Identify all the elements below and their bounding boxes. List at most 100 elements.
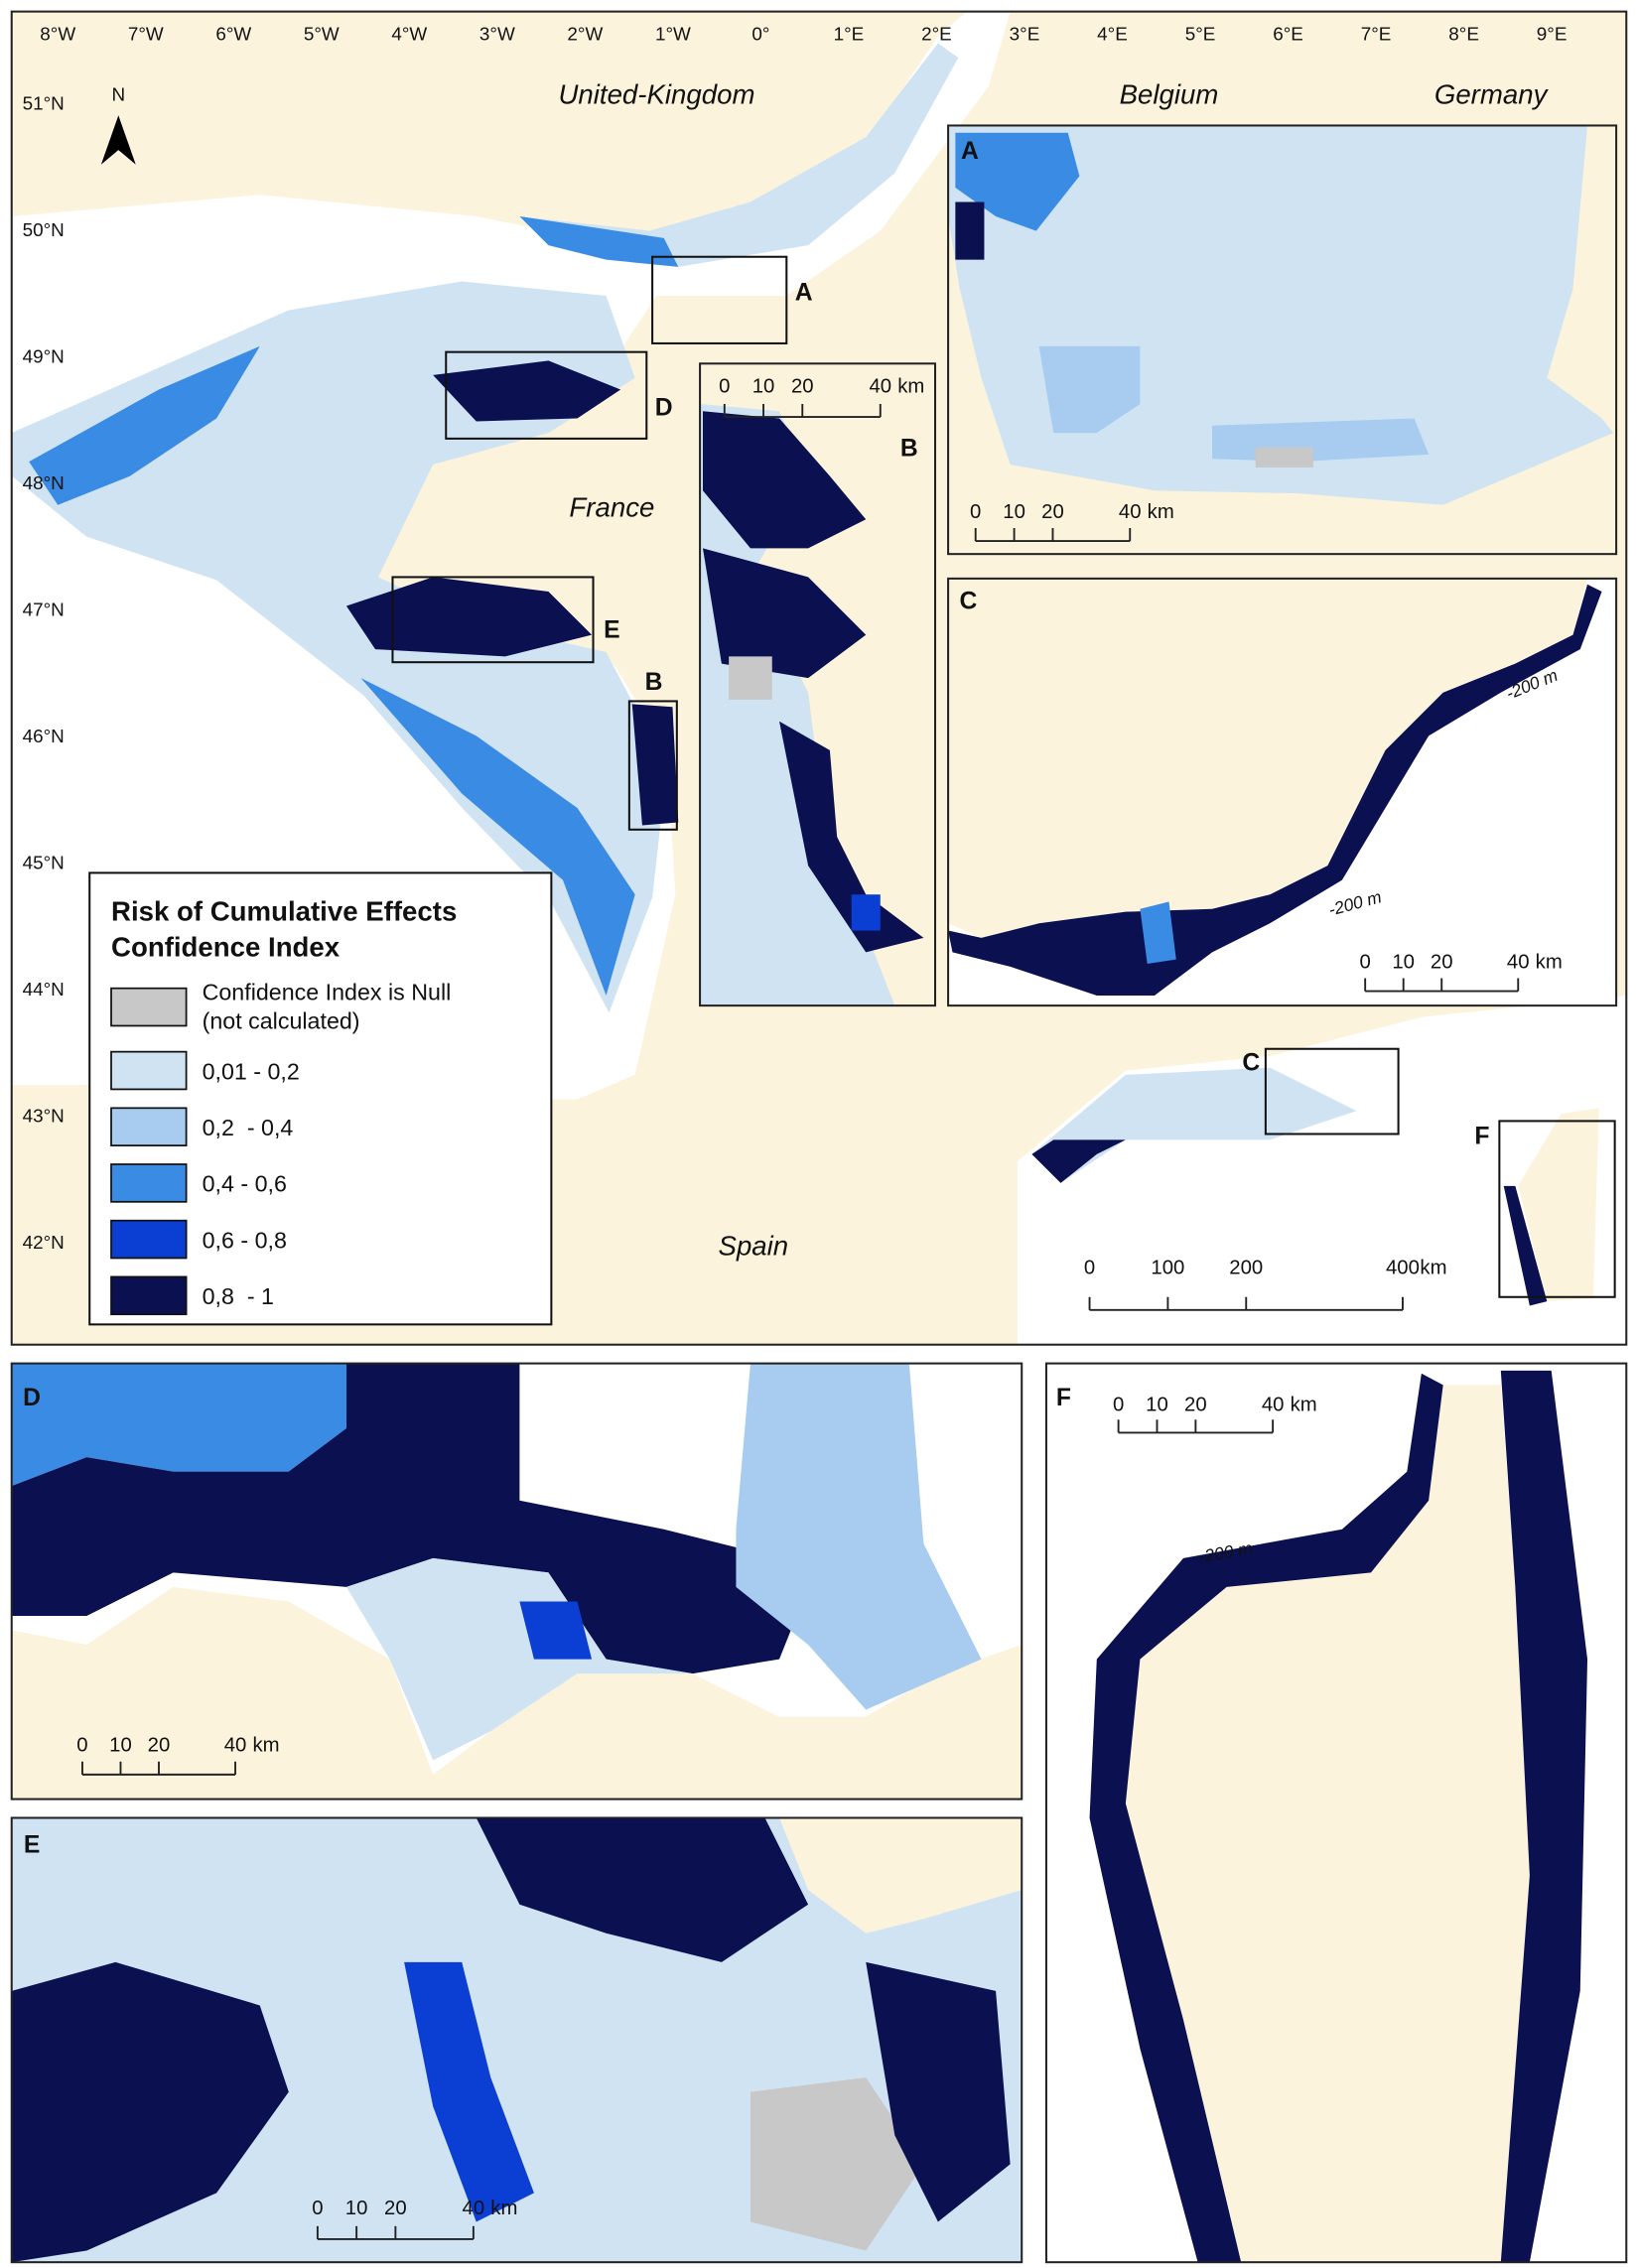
scale-label: 200: [1229, 1257, 1263, 1278]
scale-label: 20: [791, 375, 814, 397]
atlantic-sea: [11, 11, 1011, 1100]
legend-label: 0,4 - 0,6: [203, 1171, 287, 1197]
longitude-label: 5°W: [304, 25, 340, 46]
scale-label: 10: [1146, 1395, 1168, 1416]
corsica: [1518, 1108, 1599, 1302]
inset-frame: [1044, 1362, 1628, 2264]
inset-letter: B: [900, 435, 918, 462]
inset-frame: [947, 124, 1618, 556]
sea-area: [1212, 418, 1430, 463]
sea-area: [476, 1817, 809, 1962]
inset-box-a: [651, 255, 788, 344]
latitude-label: 50°N: [23, 220, 65, 241]
gironde-coast: [631, 704, 679, 826]
inset-marker: F: [1474, 1124, 1489, 1150]
sea-area: [702, 548, 867, 679]
inset-marker: D: [655, 395, 673, 422]
inset-marker: A: [795, 279, 813, 306]
latitude-label: 44°N: [23, 980, 65, 1001]
coast-band: [948, 584, 1602, 996]
north-label: N: [111, 85, 125, 106]
latitude-label: 42°N: [23, 1233, 65, 1254]
inset-letter: E: [24, 1831, 40, 1858]
inset-box-c: [1264, 1047, 1400, 1135]
scale-label: 10: [1003, 501, 1025, 523]
coast-band: [1089, 1373, 1443, 2263]
longitude-label: 3°W: [479, 25, 515, 46]
scale-unit: km: [490, 2198, 517, 2219]
place-label: Germany: [1434, 79, 1550, 110]
scale-label: 0: [970, 501, 981, 523]
scale-label: 0: [719, 375, 730, 397]
sea-area: [11, 1961, 289, 2263]
shelf-stripes: [29, 345, 260, 505]
scale-label: 40: [463, 2198, 485, 2219]
inset-f: [1044, 1362, 1628, 2264]
scale-label: 20: [1041, 501, 1064, 523]
scale-label: 40: [1507, 951, 1530, 973]
place-label: United-Kingdom: [558, 79, 754, 110]
map-frame: [10, 10, 1628, 1346]
longitude-label: 4°E: [1097, 25, 1128, 46]
legend-label: 0,8 - 1: [203, 1283, 274, 1309]
longitude-label: 1°E: [834, 25, 865, 46]
shelf-area: [11, 281, 667, 1013]
sea-area: [955, 132, 1080, 231]
latitude-label: 43°N: [23, 1106, 65, 1127]
legend-swatch: [110, 1163, 188, 1203]
scale-label: 40: [869, 375, 891, 397]
inset-e: [10, 1816, 1024, 2264]
longitude-label: 8°E: [1448, 25, 1479, 46]
inset-box-b: [627, 700, 678, 831]
sea-area: [851, 894, 881, 931]
inset-a: [947, 124, 1618, 556]
sea-area: [729, 656, 772, 700]
scale-label: 40: [1262, 1395, 1285, 1416]
place-label: Spain: [719, 1231, 789, 1262]
scale-label: 40: [224, 1735, 247, 1757]
inset-marker: B: [645, 669, 663, 696]
scale-label: 10: [1392, 951, 1415, 973]
sea-area: [779, 721, 924, 953]
legend-title: Risk of Cumulative Effects: [111, 895, 457, 926]
scale-unit: km: [1420, 1257, 1446, 1278]
scale-label: 40: [1119, 501, 1142, 523]
scale-unit: km: [897, 375, 924, 397]
legend-label: 0,6 - 0,8: [203, 1227, 287, 1253]
sea-area: [700, 403, 895, 1006]
latitude-label: 45°N: [23, 853, 65, 873]
loire-coast: [345, 577, 593, 657]
legend-swatch: [110, 1050, 188, 1091]
latitude-label: 47°N: [23, 600, 65, 620]
scale-unit: km: [252, 1735, 279, 1757]
scale-label: 20: [1184, 1395, 1207, 1416]
scale-label: 0: [312, 2198, 323, 2219]
inset-letter: A: [961, 138, 979, 165]
sea-area: [750, 2077, 924, 2251]
longitude-label: 0°: [751, 25, 769, 46]
land: [1125, 1385, 1530, 2263]
scale-label: 400: [1386, 1257, 1420, 1278]
legend: Risk of Cumulative Effects Confidence Ind…: [88, 871, 553, 1326]
scale-label: 10: [109, 1735, 132, 1757]
scale-unit: km: [1536, 951, 1563, 973]
inset-b: [699, 362, 937, 1007]
inset-box-e: [391, 576, 595, 664]
longitude-label: 3°E: [1010, 25, 1040, 46]
inset-marker: C: [1242, 1050, 1260, 1077]
gulf-of-lion-edge: [1031, 1139, 1126, 1183]
legend-label: Confidence Index is Null: [203, 979, 452, 1004]
scale-label: 20: [1431, 951, 1453, 973]
sea-area: [1255, 447, 1313, 467]
sea-area: [404, 1961, 534, 2222]
land: [948, 578, 1588, 938]
land: [779, 1817, 1023, 1934]
inset-marker: E: [604, 616, 619, 643]
longitude-label: 1°W: [655, 25, 691, 46]
longitude-label: 5°E: [1185, 25, 1216, 46]
longitude-label: 9°E: [1537, 25, 1568, 46]
latitude-label: 46°N: [23, 727, 65, 747]
place-label: France: [569, 491, 654, 522]
